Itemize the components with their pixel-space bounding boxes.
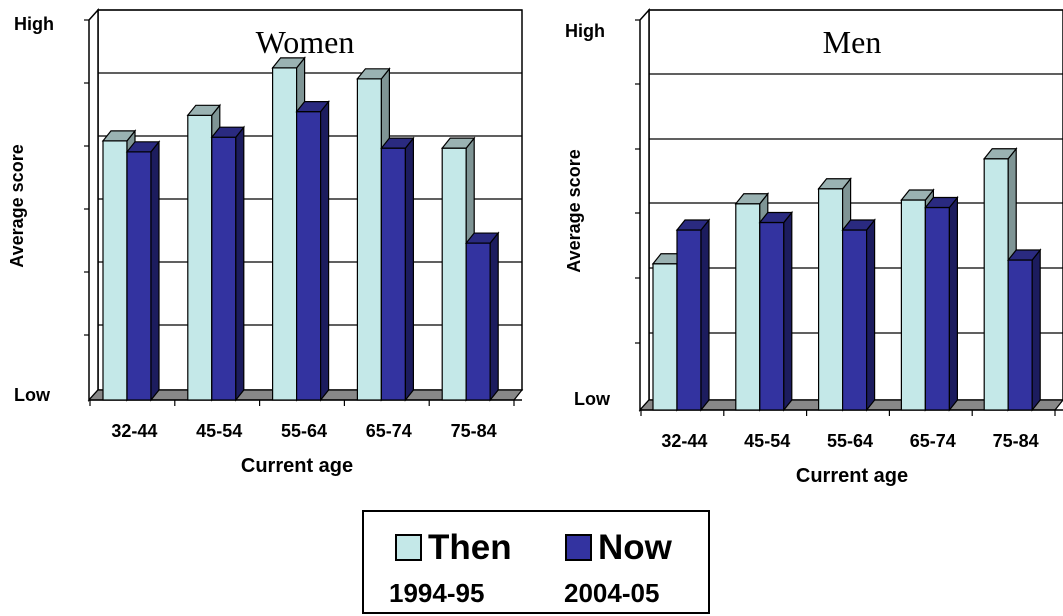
men-ytick-low: Low bbox=[574, 389, 611, 409]
legend-label-now: Now bbox=[598, 528, 672, 567]
xtick-label-45-54: 45-54 bbox=[196, 421, 242, 441]
women-chart-title: Women bbox=[256, 24, 355, 60]
xtick-label-55-64: 55-64 bbox=[281, 421, 327, 441]
legend-sub-now: 2004-05 bbox=[564, 578, 660, 608]
bar-now-55-64 bbox=[295, 99, 330, 402]
xtick-label-45-54: 45-54 bbox=[744, 431, 790, 451]
bar-now-32-44 bbox=[125, 140, 161, 402]
women-chart: Women High Low Average score Current age… bbox=[7, 8, 524, 477]
women-y-axis-label: Average score bbox=[7, 144, 27, 267]
xtick-label-32-44: 32-44 bbox=[661, 431, 707, 451]
women-ytick-low: Low bbox=[14, 385, 51, 405]
men-chart-title: Men bbox=[823, 24, 882, 60]
xtick-label-75-84: 75-84 bbox=[993, 431, 1039, 451]
men-x-axis-label: Current age bbox=[796, 465, 908, 487]
bar-now-45-54 bbox=[210, 125, 246, 402]
bar-now-65-74 bbox=[380, 136, 415, 402]
women-ytick-high: High bbox=[14, 14, 54, 34]
xtick-label-65-74: 65-74 bbox=[910, 431, 956, 451]
legend-swatch-now bbox=[565, 534, 592, 561]
men-y-axis-label: Average score bbox=[564, 149, 584, 272]
men-chart: Men High Low Average score Current age 3… bbox=[564, 8, 1063, 487]
legend-item-now: Now bbox=[565, 530, 672, 565]
legend-item-then: Then bbox=[395, 530, 512, 565]
xtick-label-55-64: 55-64 bbox=[827, 431, 873, 451]
women-x-axis-label: Current age bbox=[241, 455, 353, 477]
xtick-label-65-74: 65-74 bbox=[366, 421, 412, 441]
xtick-label-75-84: 75-84 bbox=[451, 421, 497, 441]
men-ytick-high: High bbox=[565, 21, 605, 41]
bar-now-45-54 bbox=[758, 210, 794, 412]
bar-now-55-64 bbox=[841, 218, 876, 412]
bar-now-75-84 bbox=[464, 231, 500, 402]
legend: Then Now 1994-95 2004-05 bbox=[362, 510, 710, 614]
legend-sub-then: 1994-95 bbox=[389, 578, 485, 608]
legend-label-then: Then bbox=[428, 528, 512, 567]
bar-now-65-74 bbox=[924, 195, 959, 412]
xtick-label-32-44: 32-44 bbox=[111, 421, 157, 441]
bar-now-75-84 bbox=[1006, 248, 1042, 412]
legend-swatch-then bbox=[395, 534, 422, 561]
bar-now-32-44 bbox=[675, 218, 711, 412]
